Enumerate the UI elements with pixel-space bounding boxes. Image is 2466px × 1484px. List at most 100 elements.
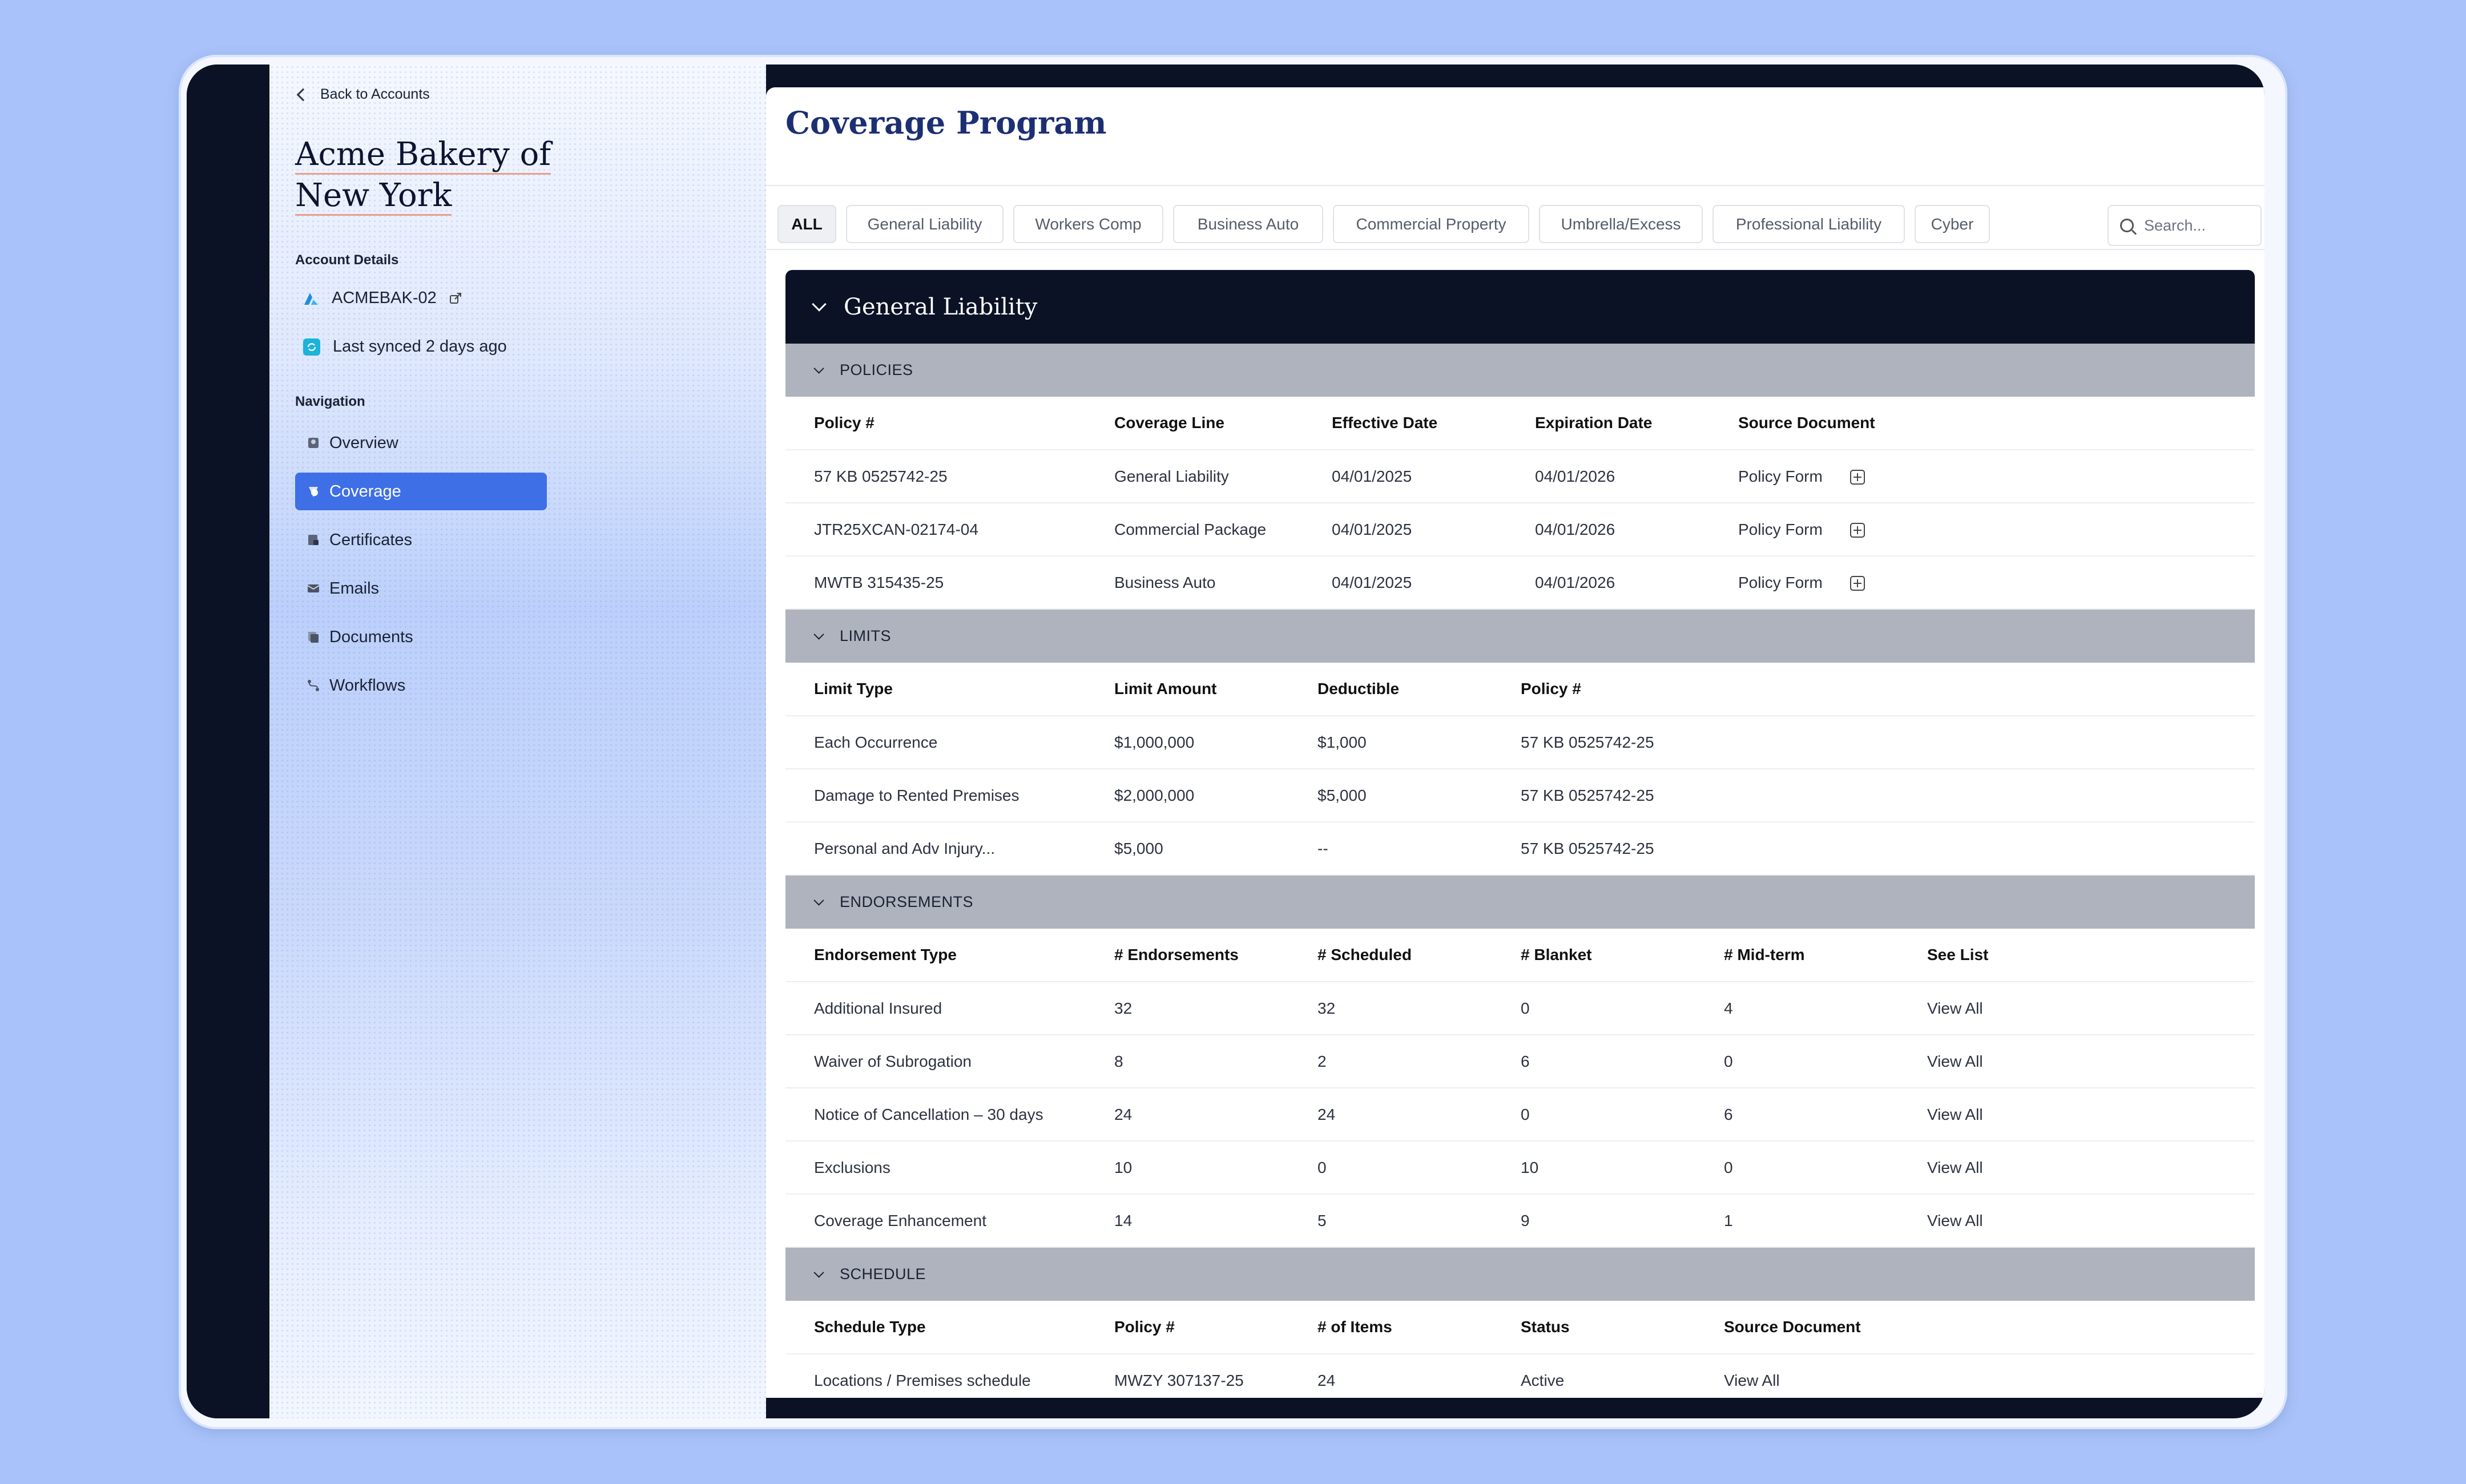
- column-header: See List: [1899, 929, 2255, 982]
- nav-label-documents: Documents: [329, 627, 413, 646]
- chevron-down-icon: [813, 629, 824, 640]
- back-to-accounts-link[interactable]: Back to Accounts: [295, 86, 430, 103]
- add-icon[interactable]: [1850, 576, 1865, 591]
- endorsement-type: Coverage Enhancement: [785, 1194, 1086, 1248]
- group-title: General Liability: [844, 293, 1038, 320]
- table-row[interactable]: Additional Insured 32 32 0 4 View All: [785, 982, 2255, 1035]
- left-rail: [187, 64, 269, 1418]
- tab-umbrella-excess[interactable]: Umbrella/Excess: [1539, 205, 1703, 243]
- effective-date: 04/01/2025: [1303, 450, 1506, 503]
- table-row[interactable]: Damage to Rented Premises $2,000,000 $5,…: [785, 769, 2255, 822]
- limit-amount: $2,000,000: [1086, 769, 1289, 822]
- view-all-link[interactable]: View All: [1899, 1141, 2255, 1195]
- sync-status-row: Last synced 2 days ago: [303, 337, 507, 356]
- deductible: $5,000: [1289, 769, 1492, 822]
- nav-label-emails: Emails: [329, 579, 380, 598]
- tab-business-auto[interactable]: Business Auto: [1173, 205, 1323, 243]
- scheduled-count: 5: [1289, 1194, 1492, 1248]
- nav-item-coverage[interactable]: Coverage: [295, 473, 547, 510]
- chevron-down-icon: [813, 363, 824, 374]
- section-header-policies[interactable]: POLICIES: [785, 344, 2255, 397]
- view-all-link[interactable]: View All: [1899, 1035, 2255, 1088]
- external-link-icon[interactable]: [449, 292, 462, 305]
- source-document[interactable]: Policy Form: [1738, 467, 1823, 485]
- sync-icon: [303, 338, 320, 356]
- status: Active: [1492, 1354, 1695, 1398]
- schedule-type: Locations / Premises schedule: [785, 1354, 1086, 1398]
- column-header: # Mid-term: [1695, 929, 1899, 982]
- table-row[interactable]: Coverage Enhancement 14 5 9 1 View All: [785, 1194, 2255, 1248]
- certificates-icon: [308, 535, 319, 545]
- table-row[interactable]: Exclusions 10 0 10 0 View All: [785, 1141, 2255, 1195]
- nav-item-documents[interactable]: Documents: [295, 618, 547, 656]
- table-row[interactable]: Waiver of Subrogation 8 2 6 0 View All: [785, 1035, 2255, 1088]
- column-header: Coverage Line: [1086, 397, 1303, 450]
- search-icon: [2120, 219, 2134, 232]
- column-header: # Scheduled: [1289, 929, 1492, 982]
- workflows-icon: [308, 680, 319, 691]
- tab-professional-liability[interactable]: Professional Liability: [1712, 205, 1905, 243]
- column-header: Policy #: [1086, 1301, 1289, 1354]
- tab-workers-comp[interactable]: Workers Comp: [1013, 205, 1163, 243]
- tab-general-liability[interactable]: General Liability: [846, 205, 1004, 243]
- column-header: Deductible: [1289, 663, 1492, 716]
- endorsement-type: Exclusions: [785, 1141, 1086, 1195]
- nav-label-coverage: Coverage: [329, 482, 401, 501]
- section-header-limits[interactable]: LIMITS: [785, 610, 2255, 663]
- nav-label-workflows: Workflows: [329, 676, 406, 695]
- column-header: Limit Type: [785, 663, 1086, 716]
- tab-cyber[interactable]: Cyber: [1915, 205, 1990, 243]
- section-header-endorsements[interactable]: ENDORSEMENTS: [785, 876, 2255, 929]
- table-row[interactable]: Locations / Premises schedule MWZY 30713…: [785, 1354, 2255, 1398]
- policy-number: MWTB 315435-25: [785, 556, 1086, 610]
- account-title-line1: Acme Bakery of: [295, 136, 551, 175]
- account-title: Acme Bakery of New York: [295, 134, 558, 216]
- nav-item-overview[interactable]: Overview: [295, 424, 547, 462]
- blanket-count: 6: [1492, 1035, 1695, 1088]
- view-all-link[interactable]: View All: [1899, 982, 2255, 1035]
- view-all-link[interactable]: View All: [1695, 1354, 2255, 1398]
- chevron-left-icon: [296, 88, 310, 101]
- expiration-date: 04/01/2026: [1506, 556, 1710, 610]
- policy-number: 57 KB 0525742-25: [1492, 822, 2255, 876]
- view-all-link[interactable]: View All: [1899, 1194, 2255, 1248]
- source-document[interactable]: Policy Form: [1738, 573, 1823, 591]
- view-all-link[interactable]: View All: [1899, 1088, 2255, 1142]
- nav-item-emails[interactable]: Emails: [295, 570, 547, 607]
- endorsement-count: 10: [1086, 1141, 1289, 1195]
- documents-icon: [308, 632, 319, 643]
- section-header-schedule[interactable]: SCHEDULE: [785, 1248, 2255, 1301]
- back-label: Back to Accounts: [320, 86, 430, 102]
- account-title-line2: New York: [295, 177, 452, 216]
- search-input[interactable]: Search...: [2108, 205, 2262, 246]
- add-icon[interactable]: [1850, 523, 1865, 538]
- table-row[interactable]: JTR25XCAN-02174-04 Commercial Package 04…: [785, 503, 2255, 556]
- nav-item-workflows[interactable]: Workflows: [295, 667, 547, 704]
- policy-number: 57 KB 0525742-25: [785, 450, 1086, 503]
- account-code-row[interactable]: ACMEBAK-02: [303, 289, 462, 308]
- column-header: Policy #: [785, 397, 1086, 450]
- scheduled-count: 2: [1289, 1035, 1492, 1088]
- column-header: # Blanket: [1492, 929, 1695, 982]
- policy-number: MWZY 307137-25: [1086, 1354, 1289, 1398]
- blanket-count: 9: [1492, 1194, 1695, 1248]
- policy-number: 57 KB 0525742-25: [1492, 716, 2255, 769]
- source-document[interactable]: Policy Form: [1738, 520, 1823, 538]
- group-header-general-liability[interactable]: General Liability: [785, 270, 2255, 344]
- blanket-count: 0: [1492, 1088, 1695, 1142]
- nav-item-certificates[interactable]: Certificates: [295, 521, 547, 559]
- policy-number: 57 KB 0525742-25: [1492, 769, 2255, 822]
- table-row[interactable]: Each Occurrence $1,000,000 $1,000 57 KB …: [785, 716, 2255, 769]
- table-row[interactable]: Personal and Adv Injury... $5,000 -- 57 …: [785, 822, 2255, 876]
- tab-commercial-property[interactable]: Commercial Property: [1333, 205, 1529, 243]
- section-title-limits: LIMITS: [840, 627, 892, 644]
- column-header: # Endorsements: [1086, 929, 1289, 982]
- table-row[interactable]: 57 KB 0525742-25 General Liability 04/01…: [785, 450, 2255, 503]
- add-icon[interactable]: [1850, 470, 1865, 485]
- section-title-endorsements: ENDORSEMENTS: [840, 893, 974, 910]
- effective-date: 04/01/2025: [1303, 556, 1506, 610]
- table-row[interactable]: Notice of Cancellation – 30 days 24 24 0…: [785, 1088, 2255, 1142]
- midterm-count: 6: [1695, 1088, 1899, 1142]
- table-row[interactable]: MWTB 315435-25 Business Auto 04/01/2025 …: [785, 556, 2255, 610]
- tab-all[interactable]: ALL: [777, 205, 836, 243]
